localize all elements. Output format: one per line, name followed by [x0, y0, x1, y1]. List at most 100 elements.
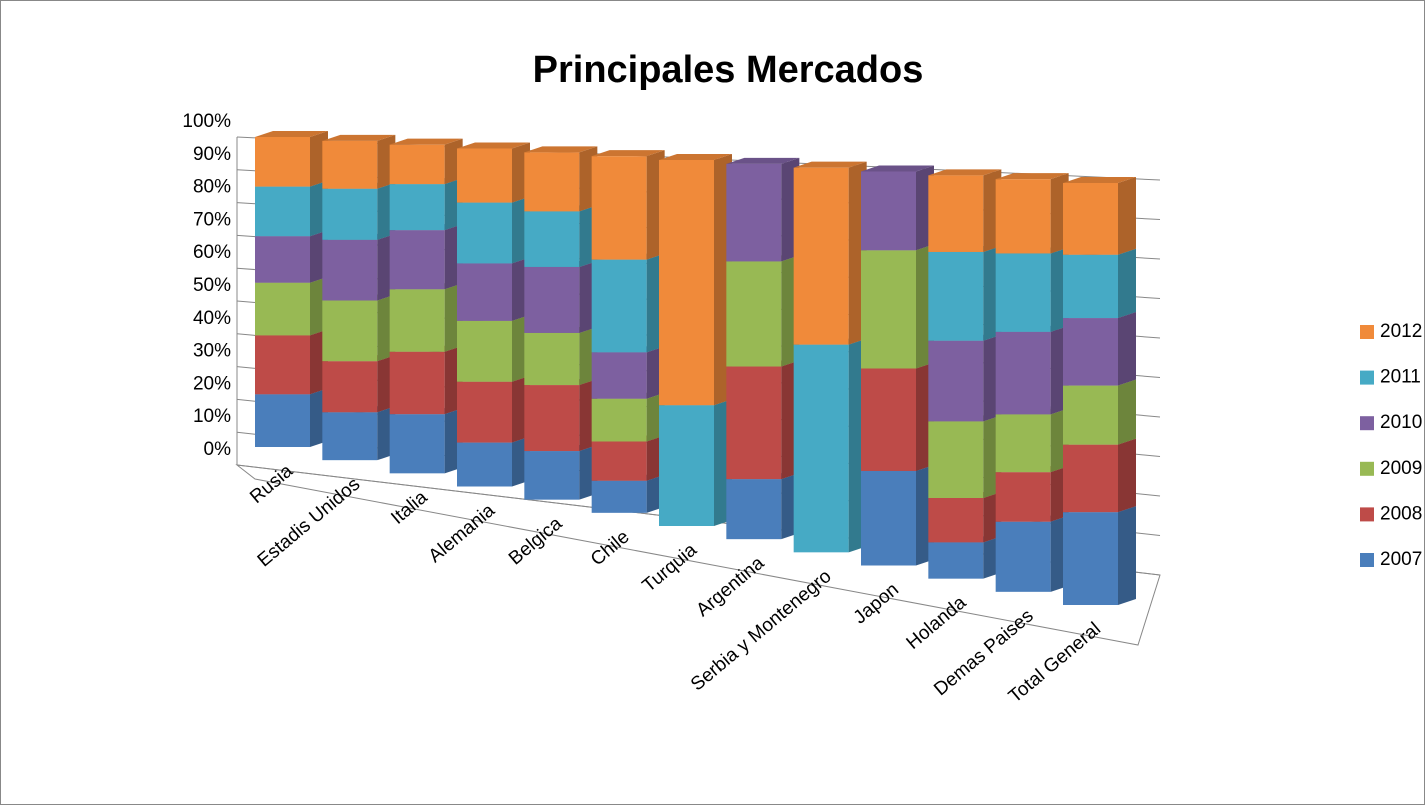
chart-title: Principales Mercados	[533, 49, 924, 91]
bar-front	[524, 211, 580, 267]
bar-front	[591, 441, 647, 481]
bar-top	[793, 161, 867, 168]
bar-segment	[255, 230, 328, 283]
legend-label: 2011	[1380, 367, 1421, 388]
bar-segment	[524, 260, 598, 333]
bar-top	[995, 173, 1069, 180]
bar-front	[389, 144, 445, 185]
y-tick-label: 90%	[193, 144, 231, 165]
legend-label: 2008	[1380, 503, 1422, 524]
bar-front	[995, 179, 1051, 254]
bar-segment	[524, 445, 598, 500]
bar-segment	[591, 346, 665, 399]
bar-segment	[726, 360, 800, 480]
bar-segment	[524, 205, 598, 267]
bar-front	[793, 344, 849, 553]
bar-segment	[995, 466, 1069, 522]
bar-top	[726, 157, 800, 164]
y-tick-label: 40%	[193, 308, 231, 329]
bar-top	[524, 146, 598, 153]
bar-segment	[928, 536, 1002, 579]
bar-front	[995, 414, 1051, 473]
bar-front	[389, 289, 445, 352]
bar-segment	[457, 314, 530, 382]
bar-segment	[524, 146, 598, 212]
bar-segment	[524, 326, 598, 386]
bar-front	[255, 335, 310, 395]
legend-swatch	[1360, 507, 1374, 522]
bar-segment	[995, 247, 1069, 332]
bar-front	[457, 148, 512, 203]
bar-front	[928, 175, 984, 252]
bar-side	[1118, 248, 1136, 319]
bar-top	[1063, 177, 1136, 183]
bar-segment	[591, 253, 665, 353]
bar-front	[322, 239, 378, 301]
bar-front	[389, 351, 445, 415]
y-tick-label: 10%	[193, 406, 231, 427]
bar-segment	[861, 244, 934, 369]
bar-segment	[457, 436, 530, 487]
y-tick-label: 100%	[182, 111, 231, 132]
bar-top	[928, 169, 1002, 176]
bar-front	[1063, 512, 1118, 605]
bar-front	[524, 385, 580, 452]
bar-segment	[726, 473, 800, 540]
bar-segment	[793, 338, 867, 553]
bar-segment	[457, 196, 530, 264]
bar-side	[1118, 506, 1136, 605]
bar-front	[524, 152, 580, 212]
bar-segment	[726, 255, 800, 367]
bar-segment	[928, 169, 1002, 252]
bar-front	[255, 186, 310, 237]
bar-front	[995, 521, 1051, 592]
bar-segment	[457, 142, 530, 203]
bar-front	[322, 140, 378, 189]
bar-segment	[726, 157, 800, 262]
bar-front	[524, 451, 580, 500]
bar-segment	[524, 379, 598, 452]
bar-segment	[861, 362, 934, 471]
bar-front	[322, 412, 378, 461]
bar-segment	[861, 165, 934, 251]
bar-front	[995, 472, 1051, 522]
y-tick-label: 60%	[193, 242, 231, 263]
bar-segment	[659, 154, 732, 406]
bar-segment	[928, 415, 1002, 498]
bar-segment	[1063, 379, 1136, 445]
bar-front	[928, 251, 984, 341]
bar-segment	[861, 464, 934, 566]
bar-front	[928, 498, 984, 543]
bar-front	[457, 320, 512, 382]
bar-top	[457, 142, 530, 149]
bar-segment	[591, 392, 665, 442]
bar-front	[726, 366, 782, 480]
bar-front	[793, 167, 849, 345]
bar-segment	[389, 408, 463, 474]
bar-segment	[255, 131, 328, 187]
bar-front	[1063, 254, 1118, 319]
bar-front	[591, 352, 647, 399]
legend-swatch	[1360, 416, 1374, 431]
bar-front	[726, 163, 782, 262]
y-tick-label: 0%	[204, 439, 232, 460]
bar-top	[322, 134, 396, 141]
legend-swatch	[1360, 461, 1374, 476]
bar-front	[928, 340, 984, 422]
bar-front	[1063, 444, 1118, 513]
bar-top	[591, 150, 665, 157]
bar-segment	[928, 245, 1002, 341]
bar-front	[928, 421, 984, 498]
bar-front	[457, 202, 512, 264]
bar-segment	[1063, 177, 1136, 255]
y-tick-label: 20%	[193, 373, 231, 394]
bar-front	[322, 188, 378, 240]
bar-front	[591, 398, 647, 442]
bar-segment	[322, 406, 396, 461]
bar-segment	[255, 388, 328, 447]
bar-segment	[928, 492, 1002, 543]
bar-front	[861, 171, 916, 251]
bar-segment	[1063, 506, 1136, 605]
bar-top	[659, 154, 732, 160]
